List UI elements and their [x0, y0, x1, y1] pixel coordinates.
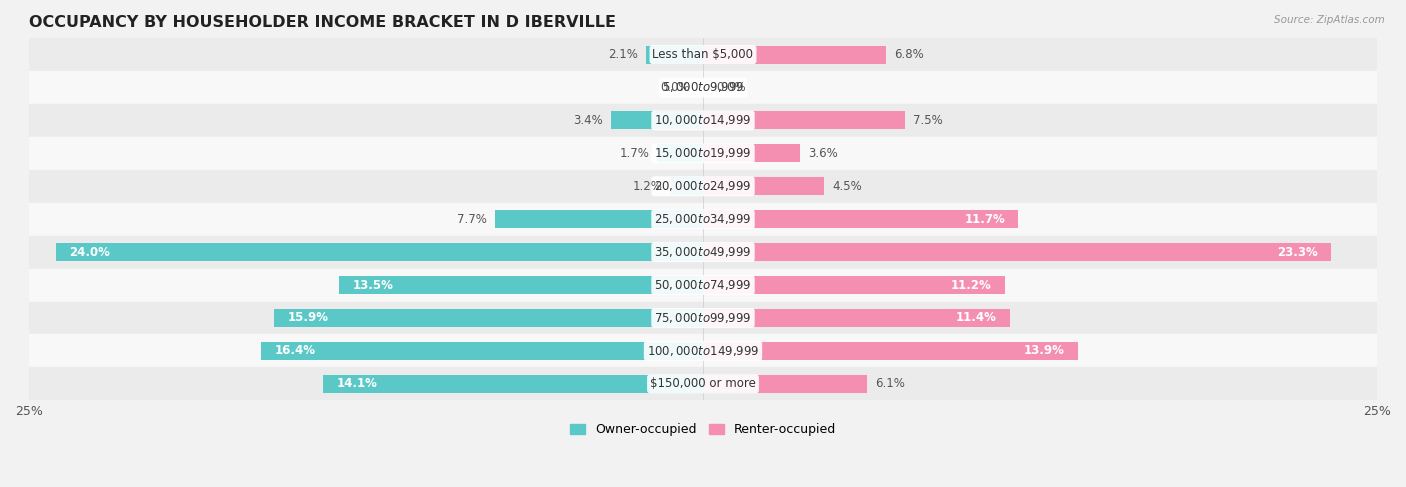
Text: 0.0%: 0.0%: [717, 81, 747, 94]
Bar: [30, 104, 1376, 137]
Legend: Owner-occupied, Renter-occupied: Owner-occupied, Renter-occupied: [565, 418, 841, 441]
Text: $15,000 to $19,999: $15,000 to $19,999: [654, 147, 752, 160]
Text: 7.7%: 7.7%: [457, 213, 488, 225]
Text: $100,000 to $149,999: $100,000 to $149,999: [647, 344, 759, 358]
Bar: [703, 243, 1331, 261]
Text: 1.2%: 1.2%: [633, 180, 662, 193]
Bar: [703, 309, 1011, 327]
Text: 16.4%: 16.4%: [274, 344, 315, 357]
Bar: [703, 342, 1078, 360]
Bar: [30, 137, 1376, 170]
Bar: [30, 203, 1376, 236]
Text: 3.4%: 3.4%: [574, 114, 603, 127]
Bar: [703, 177, 824, 195]
Text: 11.2%: 11.2%: [950, 279, 991, 292]
Text: Less than $5,000: Less than $5,000: [652, 48, 754, 61]
Text: 3.6%: 3.6%: [808, 147, 838, 160]
Bar: [647, 45, 703, 64]
Text: 0.0%: 0.0%: [659, 81, 689, 94]
Text: 24.0%: 24.0%: [69, 245, 110, 259]
Bar: [30, 170, 1376, 203]
Bar: [30, 71, 1376, 104]
Text: $35,000 to $49,999: $35,000 to $49,999: [654, 245, 752, 259]
Text: 13.5%: 13.5%: [353, 279, 394, 292]
Bar: [323, 375, 703, 393]
Bar: [671, 177, 703, 195]
Bar: [56, 243, 703, 261]
Bar: [30, 301, 1376, 335]
Text: 6.1%: 6.1%: [876, 377, 905, 390]
Bar: [703, 112, 905, 130]
Text: $50,000 to $74,999: $50,000 to $74,999: [654, 278, 752, 292]
Text: 7.5%: 7.5%: [914, 114, 943, 127]
Text: $75,000 to $99,999: $75,000 to $99,999: [654, 311, 752, 325]
Bar: [495, 210, 703, 228]
Bar: [30, 38, 1376, 71]
Text: $20,000 to $24,999: $20,000 to $24,999: [654, 179, 752, 193]
Bar: [30, 269, 1376, 301]
Bar: [30, 335, 1376, 367]
Text: 23.3%: 23.3%: [1277, 245, 1317, 259]
Text: $25,000 to $34,999: $25,000 to $34,999: [654, 212, 752, 226]
Text: OCCUPANCY BY HOUSEHOLDER INCOME BRACKET IN D IBERVILLE: OCCUPANCY BY HOUSEHOLDER INCOME BRACKET …: [30, 15, 616, 30]
Text: 13.9%: 13.9%: [1024, 344, 1064, 357]
Bar: [262, 342, 703, 360]
Bar: [30, 236, 1376, 269]
Text: 15.9%: 15.9%: [288, 312, 329, 324]
Bar: [703, 375, 868, 393]
Text: 6.8%: 6.8%: [894, 48, 924, 61]
Text: 4.5%: 4.5%: [832, 180, 862, 193]
Bar: [612, 112, 703, 130]
Bar: [703, 45, 886, 64]
Bar: [703, 210, 1018, 228]
Bar: [657, 144, 703, 162]
Bar: [703, 276, 1005, 294]
Text: 14.1%: 14.1%: [336, 377, 377, 390]
Text: $10,000 to $14,999: $10,000 to $14,999: [654, 113, 752, 128]
Text: 11.4%: 11.4%: [956, 312, 997, 324]
Bar: [339, 276, 703, 294]
Text: 2.1%: 2.1%: [609, 48, 638, 61]
Text: 1.7%: 1.7%: [619, 147, 650, 160]
Bar: [703, 144, 800, 162]
Text: Source: ZipAtlas.com: Source: ZipAtlas.com: [1274, 15, 1385, 25]
Text: $150,000 or more: $150,000 or more: [650, 377, 756, 390]
Bar: [274, 309, 703, 327]
Bar: [30, 367, 1376, 400]
Text: 11.7%: 11.7%: [965, 213, 1005, 225]
Text: $5,000 to $9,999: $5,000 to $9,999: [662, 80, 744, 94]
